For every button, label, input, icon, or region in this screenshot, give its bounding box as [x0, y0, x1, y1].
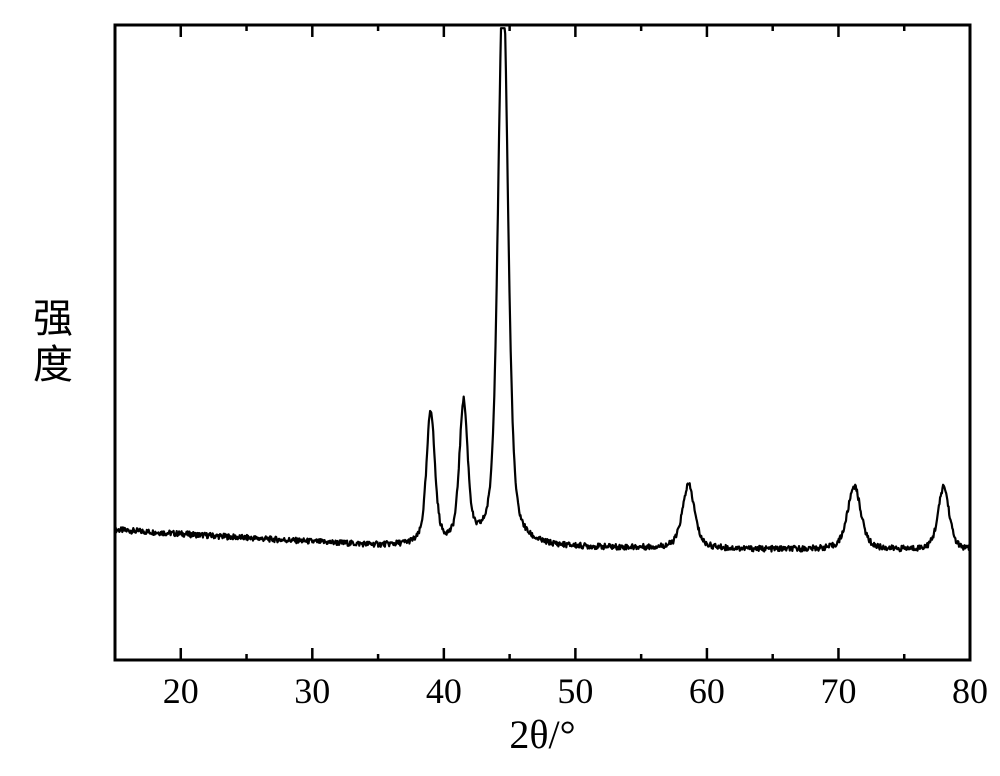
x-tick-label: 80: [952, 670, 988, 712]
x-tick-label: 40: [426, 670, 462, 712]
x-axis-label: 2θ/°: [115, 711, 970, 758]
x-tick-label: 60: [689, 670, 725, 712]
xrd-plot: [0, 0, 1000, 776]
y-axis-label: 强度: [20, 297, 78, 389]
x-tick-label: 20: [163, 670, 199, 712]
chart-container: 强度 2θ/° 20 30 40 50 60 70 80: [0, 0, 1000, 776]
x-tick-label: 30: [294, 670, 330, 712]
x-tick-label: 70: [820, 670, 856, 712]
x-tick-label: 50: [557, 670, 593, 712]
plot-frame: [115, 25, 970, 660]
